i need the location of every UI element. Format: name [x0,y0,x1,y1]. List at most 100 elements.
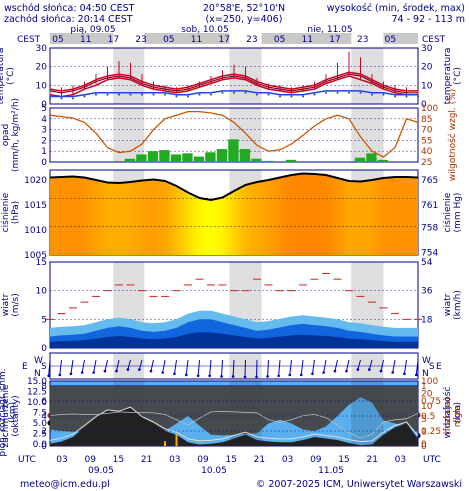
dewpoint-point [256,93,258,96]
pressure-mmhg-tick: 754 [421,249,438,259]
dewpoint-point [141,93,143,96]
bottom-hour-tick: 09 [310,455,322,465]
axis-title-line: wiatr [1,293,11,316]
dewpoint-point [49,97,51,100]
pressure-mmhg-tick: 761 [421,201,438,211]
dewpoint-point [198,93,201,96]
top-night-band [113,33,145,44]
top-hour-tick: 17 [108,35,119,45]
y-tick-label: 30 [36,44,48,54]
axis-title: widzialność(km) [442,387,463,439]
y-tick-label: 1015 [24,201,47,211]
wind-arrow-head [161,371,164,374]
top-time-axis: pią, 09.05 sob, 10.05 nie, 11.05 CEST CE… [17,25,446,45]
wind-arrow-head [184,373,188,377]
dewpoint-point [279,95,281,98]
visibility-tick: 0 [421,440,427,450]
dewpoint-point [95,93,97,96]
wind-arrow [150,359,154,372]
y-tick-label-right: 100 [421,104,438,114]
dewpoint-point [302,95,304,98]
wind-kmh-tick: 54 [421,258,433,268]
axis-title-line: temperatura [443,48,453,105]
wind-arrow-head [220,375,223,378]
axis-title: wiatr(m/s) [1,293,21,317]
dewpoint-point [382,93,385,96]
wind-arrow-head [69,372,73,376]
axis-title-line: (m/s) [11,293,21,317]
wind-arrow-head [368,368,371,371]
wind-arrow [323,359,327,373]
wind-arrow [93,359,97,373]
y-tick-label: 0.0 [33,440,48,450]
dir-label-left-s: S [41,362,47,372]
axis-title-line: wilgotność wzgl. (%) [447,89,458,181]
wind-arrow [48,359,51,376]
precip-bar [159,150,170,162]
axis-title-line: ciśnienie [442,192,453,232]
dewpoint-point [164,93,166,96]
bottom-day-label-1: 09.05 [88,466,114,476]
axis-title: ciśnienie(hPa) [0,192,21,232]
y-tick-label: 15 [36,258,47,268]
y-tick-label-right: 85 [421,115,432,125]
top-hour-tick: 17 [218,35,229,45]
y-tick-label: 4 [41,115,47,125]
dewpoint-point [60,97,63,100]
sunrise-text: wschód słońca: 04:50 CEST [4,3,135,14]
wind-arrow-head [92,371,95,374]
bottom-hour-tick: 21 [366,455,377,465]
precip-bar [193,156,205,162]
axis-title-text: opad(mm/h, kg/m²/h) [1,98,21,172]
axis-title-line: (km) [453,402,463,423]
precip-bar [182,153,193,162]
bottom-hour-tick: 03 [56,455,67,465]
precip-bar [262,160,274,162]
axis-title-line: (hPa) [11,201,21,224]
wind-arrow [59,359,62,375]
dewpoint-point [83,95,86,98]
wind-arrow-head [266,375,269,378]
visibility-tick: 100 [421,377,438,387]
wind-arrow-head [277,374,280,378]
wind-arrow-head [299,373,303,377]
top-day-label-1: pią, 09.05 [70,25,115,35]
axis-title: wiatr(km/h) [443,290,463,320]
dewpoint-point [371,93,373,96]
bottom-day-label-2: 10.05 [201,466,227,476]
night-band [351,48,384,104]
top-day-label-2: sob, 10.05 [181,25,228,35]
axis-title-line: widzialność [442,387,453,439]
precip-bar [205,152,216,162]
y-tick-label-right: 1 [421,382,427,392]
sunset-text: zachód słońca: 20:14 CEST [4,14,133,25]
axis-title: temperatura(°C) [0,48,16,105]
pressure-line [49,172,419,202]
axis-title: opad(mm/h, kg/m²/h) [1,98,21,172]
top-hour-tick: 23 [135,35,146,45]
axis-title: zachmurzenie(oktanty) [1,384,21,448]
y-tick-label-right: 55 [421,136,432,146]
top-tz-right: CEST [422,35,446,45]
dewpoint-point [405,95,408,98]
footer-email[interactable]: meteo@icm.edu.pl [20,479,110,490]
wind-arrow [162,359,166,373]
axis-title-line: wiatr [443,293,453,316]
y-tick-label: 2.5 [33,430,47,440]
bottom-hour-tick: 03 [395,455,406,465]
precip-bar [124,158,136,162]
axis-title-text: ciśnienie(mm Hg) [442,192,463,232]
dewpoint-point [336,91,339,94]
y-tick-label-right: 30 [421,44,433,54]
temp-max-line [49,71,418,92]
precip-bar [228,139,239,162]
temp-line [49,73,418,94]
wind-arrow-head [255,375,258,379]
footer-copyright: © 2007-2025 ICM, Uniwersytet Warszawski [256,479,462,490]
bottom-hour-tick: 15 [113,455,124,465]
dewpoint-point [348,91,350,94]
elevation-label: wysokość (min, środek, max) [327,3,465,14]
wind-arrow [104,359,108,372]
axis-title-text: wiatr(km/h) [443,290,463,320]
y-tick-label-right: 0 [421,100,427,110]
